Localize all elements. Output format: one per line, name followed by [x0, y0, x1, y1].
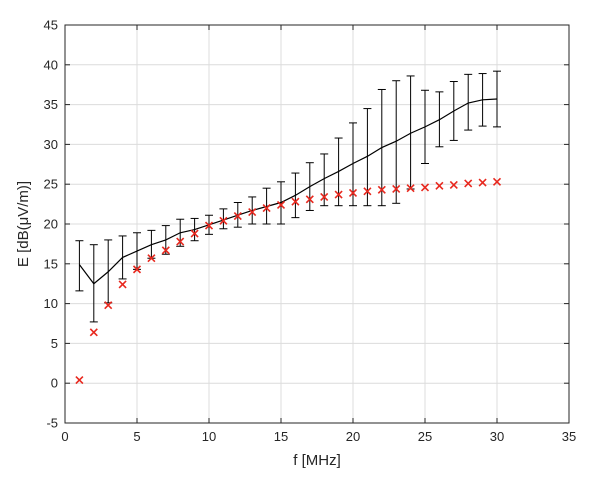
- y-tick-label: 25: [44, 177, 58, 192]
- data-point-marker: [377, 185, 386, 194]
- x-tick-label: 10: [202, 429, 216, 444]
- data-point-marker: [233, 211, 242, 221]
- data-point-marker: [305, 195, 314, 204]
- data-point-marker: [420, 183, 430, 192]
- mean-line: [78, 98, 498, 285]
- marker-stroke: [147, 254, 156, 263]
- y-tick-label: 40: [44, 57, 58, 72]
- data-point-marker: [363, 187, 372, 196]
- y-tick-label: 10: [44, 296, 58, 311]
- data-point-marker: [406, 184, 415, 193]
- marker-stroke: [118, 280, 127, 289]
- marker-stroke: [435, 181, 444, 190]
- marker-stroke: [161, 246, 170, 255]
- y-tick-label: 35: [44, 97, 58, 112]
- data-point-marker: [492, 177, 502, 186]
- data-point-marker: [75, 375, 84, 385]
- marker-stroke: [262, 204, 271, 213]
- marker-stroke: [248, 207, 257, 217]
- x-tick-label: 30: [490, 429, 504, 444]
- data-point-marker: [147, 254, 156, 263]
- y-tick-label: 20: [44, 217, 58, 232]
- data-point-marker: [435, 181, 444, 190]
- data-point-marker: [219, 216, 228, 225]
- data-point-marker: [262, 204, 271, 213]
- marker-stroke: [75, 375, 84, 385]
- data-point-marker: [104, 301, 113, 310]
- marker-stroke: [464, 179, 473, 188]
- data-point-marker: [118, 280, 127, 289]
- data-point-marker: [276, 200, 286, 209]
- marker-stroke: [233, 211, 242, 221]
- marker-stroke: [449, 180, 458, 190]
- x-tick-label: 25: [418, 429, 432, 444]
- marker-stroke: [348, 188, 358, 198]
- y-tick-label: 30: [44, 137, 58, 152]
- marker-stroke: [204, 221, 214, 230]
- y-tick-label: 15: [44, 256, 58, 271]
- marker-stroke: [132, 265, 142, 274]
- data-point-marker: [176, 237, 185, 246]
- data-point-marker: [392, 184, 401, 194]
- marker-stroke: [305, 195, 314, 204]
- data-point-marker: [204, 221, 214, 230]
- data-point-marker: [89, 328, 98, 337]
- y-tick-label: 45: [44, 18, 58, 33]
- marker-stroke: [291, 197, 300, 206]
- data-point-marker: [320, 192, 329, 202]
- marker-stroke: [104, 301, 113, 310]
- data-point-marker: [132, 265, 142, 274]
- x-tick-label: 0: [61, 429, 68, 444]
- marker-stroke: [219, 216, 228, 225]
- marker-stroke: [89, 328, 98, 337]
- data-point-marker: [348, 188, 358, 198]
- x-tick-label: 5: [133, 429, 140, 444]
- data-point-marker: [464, 179, 473, 188]
- x-tick-label: 35: [562, 429, 576, 444]
- y-tick-label: 5: [51, 336, 58, 351]
- data-point-marker: [334, 190, 343, 199]
- marker-stroke: [492, 177, 502, 186]
- marker-stroke: [478, 178, 487, 187]
- data-point-marker: [478, 178, 487, 187]
- y-axis-label: E [dB(μV/m)]: [15, 181, 32, 267]
- marker-stroke: [320, 192, 329, 202]
- y-tick-label: -5: [46, 416, 58, 431]
- data-point-marker: [248, 207, 257, 217]
- marker-stroke: [420, 183, 430, 192]
- marker-stroke: [176, 237, 185, 246]
- y-tick-label: 0: [51, 376, 58, 391]
- marker-stroke: [392, 184, 401, 194]
- x-tick-label: 20: [346, 429, 360, 444]
- marker-stroke: [334, 190, 343, 199]
- x-tick-label: 15: [274, 429, 288, 444]
- data-point-marker: [161, 246, 170, 255]
- marker-stroke: [363, 187, 372, 196]
- marker-stroke: [276, 200, 286, 209]
- data-point-marker: [449, 180, 458, 190]
- series-layer: [75, 70, 502, 385]
- x-axis-label: f [MHz]: [293, 452, 341, 469]
- marker-stroke: [190, 229, 199, 238]
- data-point-marker: [291, 197, 300, 206]
- data-point-marker: [190, 229, 199, 238]
- marker-stroke: [406, 184, 415, 193]
- marker-stroke: [377, 185, 386, 194]
